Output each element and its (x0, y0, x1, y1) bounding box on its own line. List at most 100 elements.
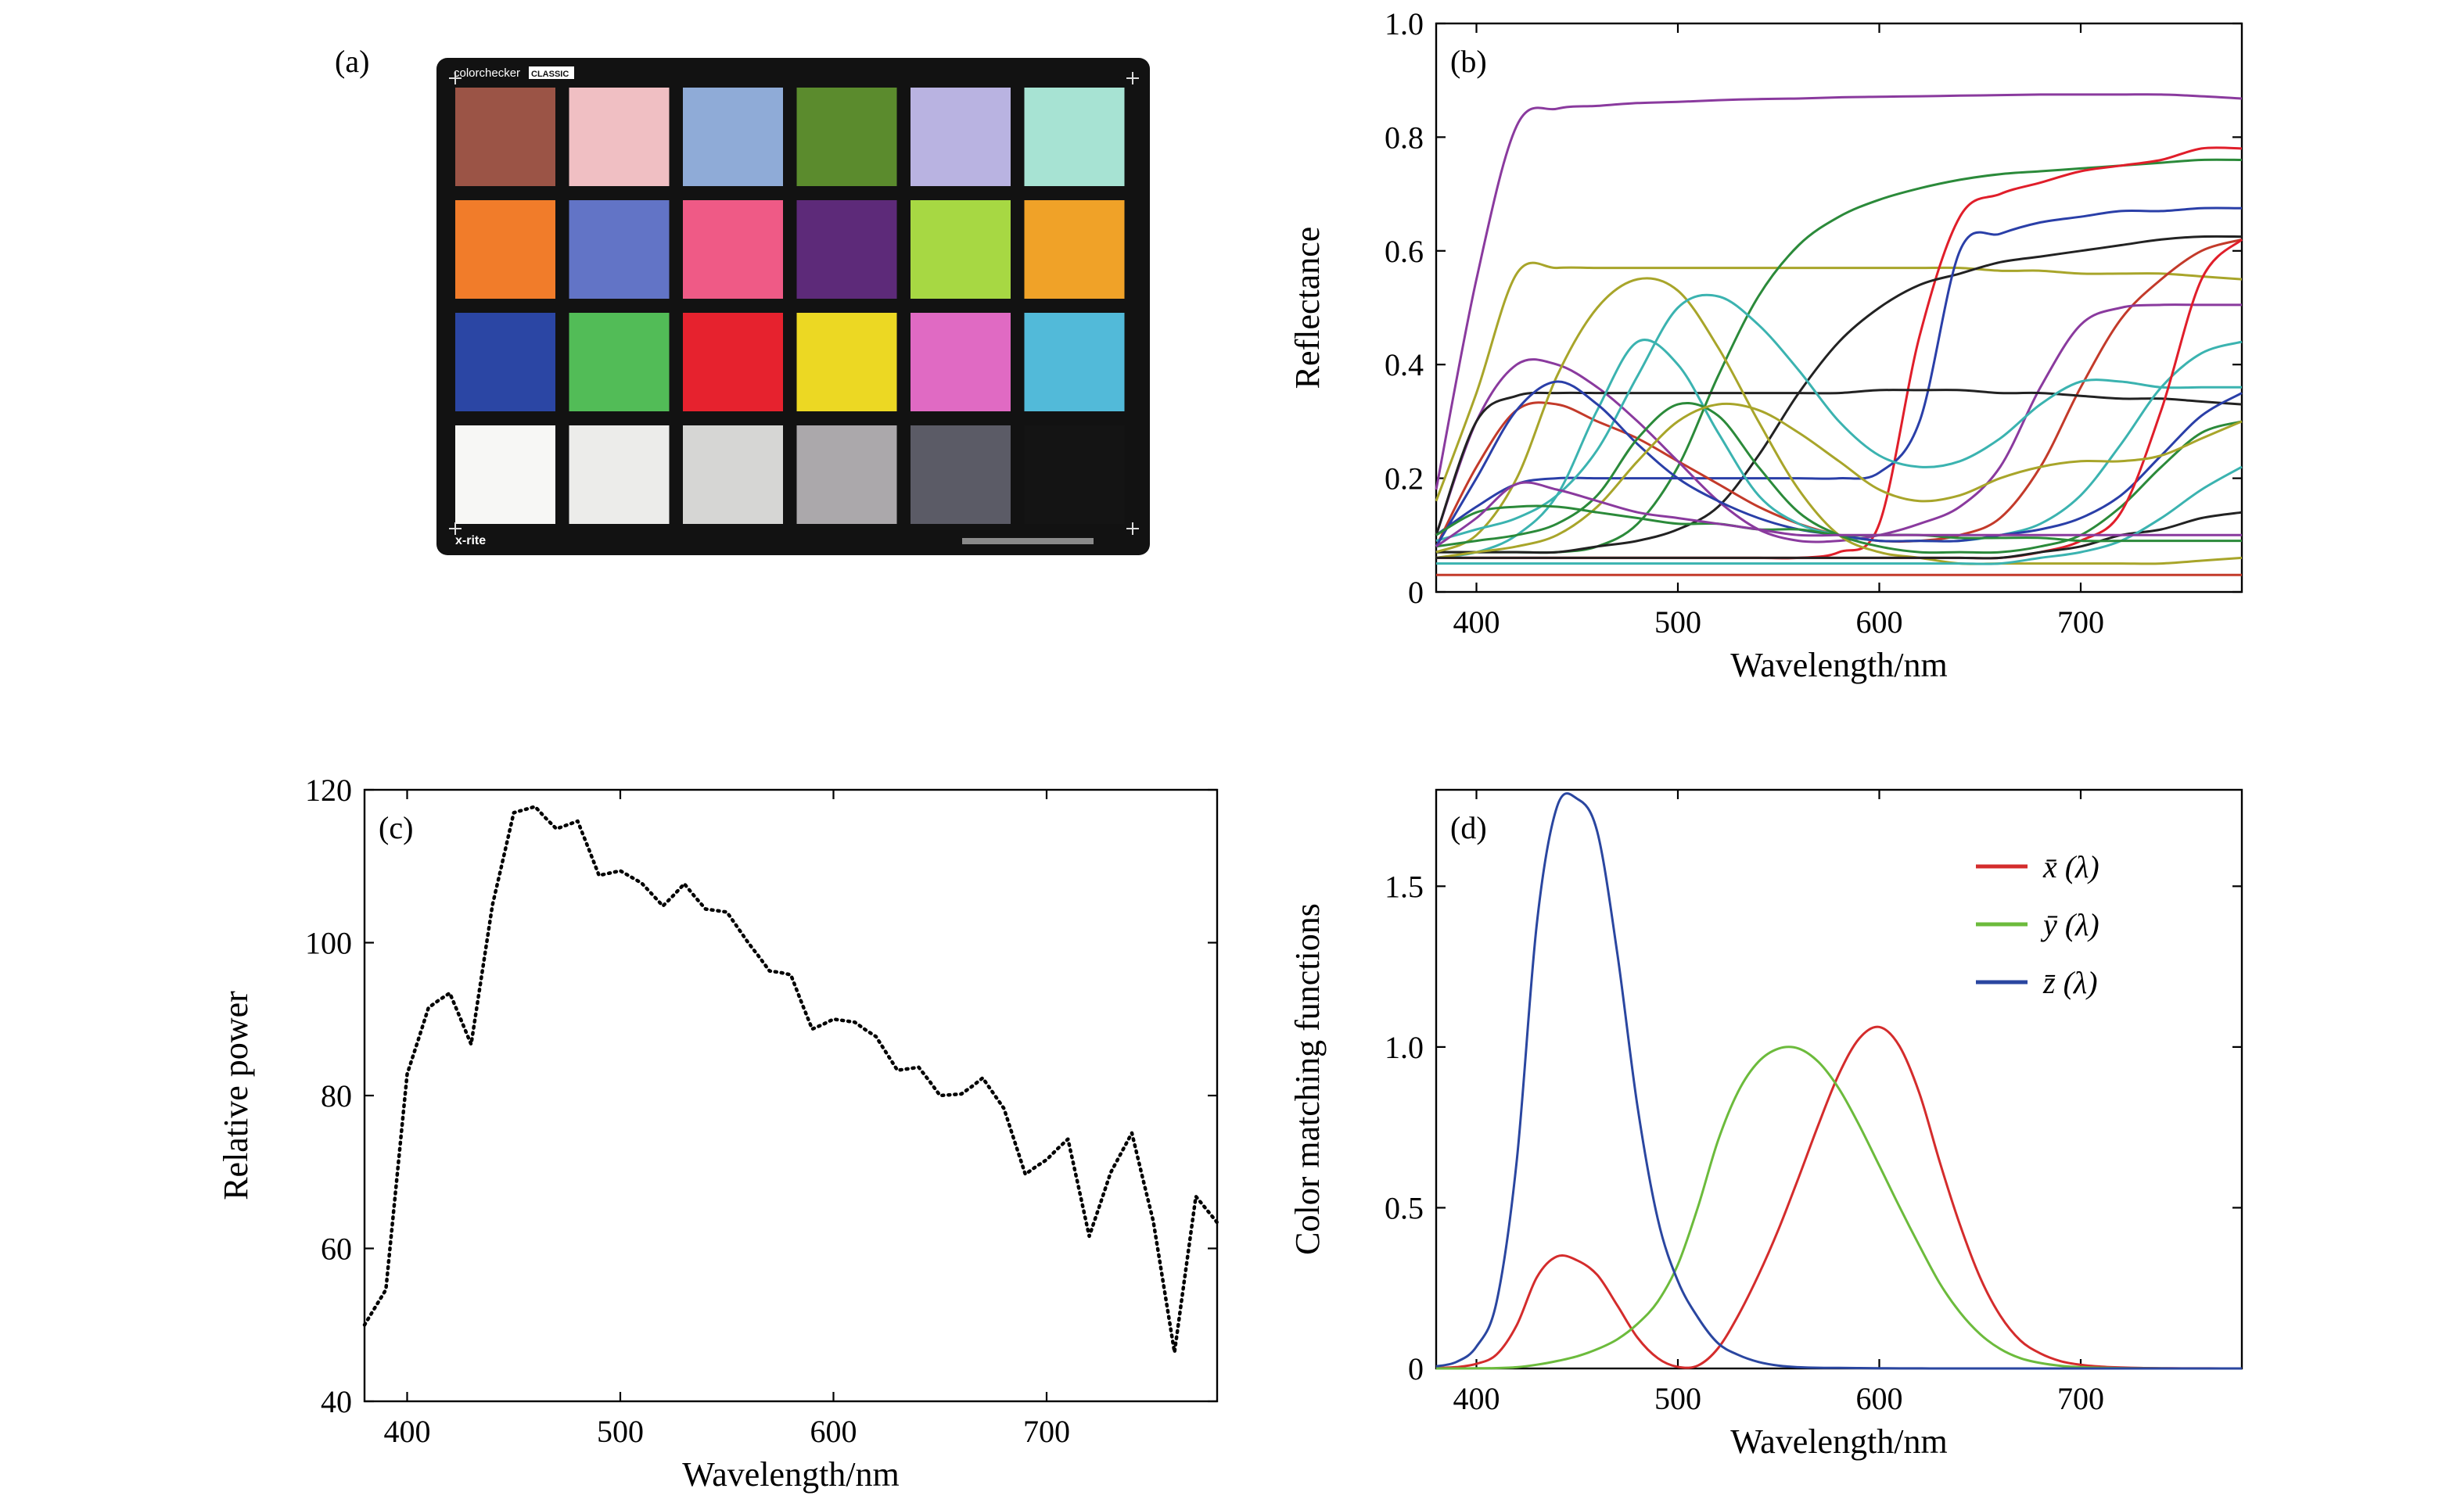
series-line-d-1 (1435, 1025, 2242, 1370)
color-patch-r4-c2 (569, 425, 670, 524)
x-tick-label-d: 600 (1856, 1381, 1903, 1416)
series-line-b-13 (1435, 380, 2243, 547)
colorchecker-badge-text: CLASSIC (531, 70, 569, 79)
series-line-b-17 (1435, 511, 2243, 560)
registration-cross-3 (449, 522, 462, 535)
panel-b: 400 500 600 700 0 0.2 0.4 0.6 0.8 1.0 Wavelength/n… (1288, 6, 2243, 684)
y-tick-label-c: 120 (305, 773, 352, 808)
series-line-b-16 (1435, 402, 2243, 559)
x-tick-label-b: 600 (1856, 604, 1903, 640)
color-patch-r3-c5 (911, 313, 1011, 411)
x-tick-label-b: 400 (1453, 604, 1500, 640)
x-axis-label-d: Wavelength/nm (1730, 1422, 1948, 1461)
series-line-d-3 (1435, 792, 2242, 1370)
color-patch-r1-c6 (1024, 88, 1125, 186)
plot-frame-d (1435, 788, 2243, 1370)
series-line-b-1 (1435, 93, 2243, 490)
plot-frame-c (363, 788, 1219, 1403)
panel-label-b: (b) (1450, 44, 1487, 79)
y-tick-label-b: 0 (1408, 575, 1424, 610)
x-tick-label-c: 400 (384, 1414, 431, 1449)
series-line-b-8 (1435, 303, 2242, 543)
colorchecker-badge (529, 66, 574, 79)
registration-cross-2 (1126, 72, 1139, 84)
y-axis-label-b: Reflectance (1288, 227, 1327, 389)
plot-frame-b (1435, 22, 2243, 594)
series-line-c-1 (362, 805, 1219, 1354)
legend-label-1: x̄ (λ) (2042, 849, 2099, 884)
color-patch-r2-c1 (455, 200, 555, 299)
series-line-b-21 (1435, 481, 2242, 548)
series-line-b-14 (1435, 401, 2243, 554)
y-tick-label-b: 0.2 (1385, 461, 1424, 497)
series-line-b-12 (1435, 293, 2242, 543)
y-tick-label-d: 1.5 (1385, 869, 1424, 904)
xrite-logo: x-rite (455, 534, 486, 547)
series-line-b-18 (1435, 465, 2243, 565)
colorchecker-scale-strip (962, 538, 1094, 544)
color-patch-r1-c3 (683, 88, 783, 186)
x-tick-label-b: 700 (2057, 604, 2104, 640)
colorchecker-brand: colorchecker (454, 66, 520, 80)
x-tick-label-c: 600 (810, 1414, 857, 1449)
panel-a: (a) colorchecker CLASSIC x-rite (335, 44, 1150, 555)
color-patch-r3-c1 (455, 313, 555, 411)
color-patch-r2-c4 (796, 200, 897, 299)
panel-d: 400 500 600 700 0 0.5 1.0 1.5 Wavelength/nm Color… (1288, 788, 2243, 1461)
x-axis-label-c: Wavelength/nm (682, 1455, 900, 1494)
color-patch-r4-c6 (1024, 425, 1125, 524)
registration-cross-1 (449, 72, 462, 84)
panel-label-d: (d) (1450, 810, 1487, 845)
series-line-b-6 (1435, 206, 2243, 536)
color-patch-r4-c3 (683, 425, 783, 524)
x-tick-label-d: 400 (1453, 1381, 1500, 1416)
color-patch-r2-c5 (911, 200, 1011, 299)
y-tick-label-c: 80 (321, 1078, 352, 1114)
series-line-b-2 (1435, 261, 2243, 502)
color-patch-r1-c5 (911, 88, 1011, 186)
registration-marks (449, 72, 1139, 535)
color-patch-r4-c1 (455, 425, 555, 524)
series-line-b-5 (1435, 235, 2243, 554)
y-tick-label-b: 1.0 (1385, 6, 1424, 41)
colorchecker-patches (455, 88, 1125, 524)
color-patch-r3-c4 (796, 313, 897, 411)
x-tick-label-d: 700 (2057, 1381, 2104, 1416)
y-tick-label-c: 100 (305, 926, 352, 961)
color-patch-r1-c2 (569, 88, 670, 186)
x-axis-label-b: Wavelength/nm (1730, 646, 1948, 684)
series-line-d-2 (1436, 1046, 2242, 1370)
x-tick-label-b: 500 (1654, 604, 1701, 640)
color-patch-r3-c3 (683, 313, 783, 411)
y-tick-label-b: 0.8 (1385, 120, 1424, 155)
color-patch-r4-c4 (796, 425, 897, 524)
series-line-b-11 (1435, 277, 2243, 565)
color-patch-r2-c6 (1024, 200, 1125, 299)
x-tick-label-c: 500 (597, 1414, 644, 1449)
y-tick-label-c: 40 (321, 1384, 352, 1419)
y-axis-label-c: Relative power (217, 991, 255, 1200)
legend-label-2: ȳ (λ) (2040, 907, 2099, 942)
y-tick-label-d: 0.5 (1385, 1190, 1424, 1225)
panel-label-a: (a) (335, 44, 369, 79)
color-patch-r2-c3 (683, 200, 783, 299)
x-tick-label-d: 500 (1654, 1381, 1701, 1416)
panel-c: 400 500 600 700 40 60 80 100 120 Wavelength/nm Rel… (217, 773, 1219, 1494)
y-tick-label-b: 0.4 (1385, 347, 1424, 382)
x-tick-label-c: 700 (1023, 1414, 1070, 1449)
y-tick-label-c: 60 (321, 1232, 352, 1267)
color-patch-r1-c4 (796, 88, 897, 186)
y-tick-label-d: 0 (1408, 1351, 1424, 1386)
color-patch-r2-c2 (569, 200, 670, 299)
color-patch-r1-c1 (455, 88, 555, 186)
y-axis-label-d: Color matching functions (1288, 903, 1327, 1255)
color-patch-r3-c6 (1024, 313, 1125, 411)
color-patch-r3-c2 (569, 313, 670, 411)
y-tick-label-d: 1.0 (1385, 1030, 1424, 1065)
y-tick-label-b: 0.6 (1385, 234, 1424, 269)
panel-label-c: (c) (379, 810, 413, 845)
legend-label-3: z̄ (λ) (2042, 965, 2098, 1000)
series-line-b-9 (1435, 389, 2243, 536)
registration-cross-4 (1126, 522, 1139, 535)
